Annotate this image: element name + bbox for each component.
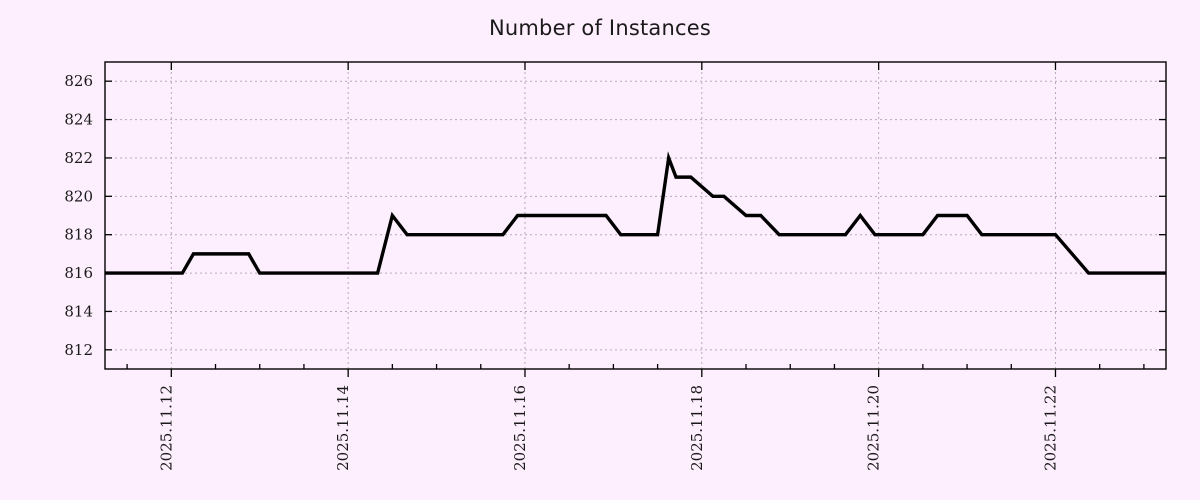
x-tick-label: 2025.11.22	[1041, 385, 1059, 471]
y-tick-label: 824	[64, 111, 93, 129]
y-tick-label: 820	[64, 187, 93, 205]
x-tick-label: 2025.11.18	[688, 385, 706, 471]
x-tick-label: 2025.11.16	[511, 385, 529, 471]
chart-title: Number of Instances	[488, 16, 711, 40]
vertical-gridlines	[126, 62, 1145, 377]
x-tick-label: 2025.11.12	[157, 385, 175, 471]
plot-area-background	[105, 62, 1166, 369]
plot-border	[104, 61, 1167, 370]
x-tick-label: 2025.11.14	[334, 385, 352, 471]
y-tick-label: 814	[64, 302, 93, 320]
y-tick-label: 812	[64, 341, 93, 359]
y-tick-label: 818	[64, 226, 93, 244]
x-tick-label: 2025.11.20	[865, 385, 883, 471]
y-axis-tick-labels: 812 814 816 818 820 822 824 826	[64, 72, 93, 359]
y-tick-label: 826	[64, 72, 93, 90]
y-tick-label: 822	[64, 149, 93, 167]
y-tick-label: 816	[64, 264, 93, 282]
series-line-number-of-instances	[105, 151, 1166, 275]
x-axis-tick-labels: 2025.11.12 2025.11.14 2025.11.16 2025.11.18…	[157, 385, 1059, 471]
